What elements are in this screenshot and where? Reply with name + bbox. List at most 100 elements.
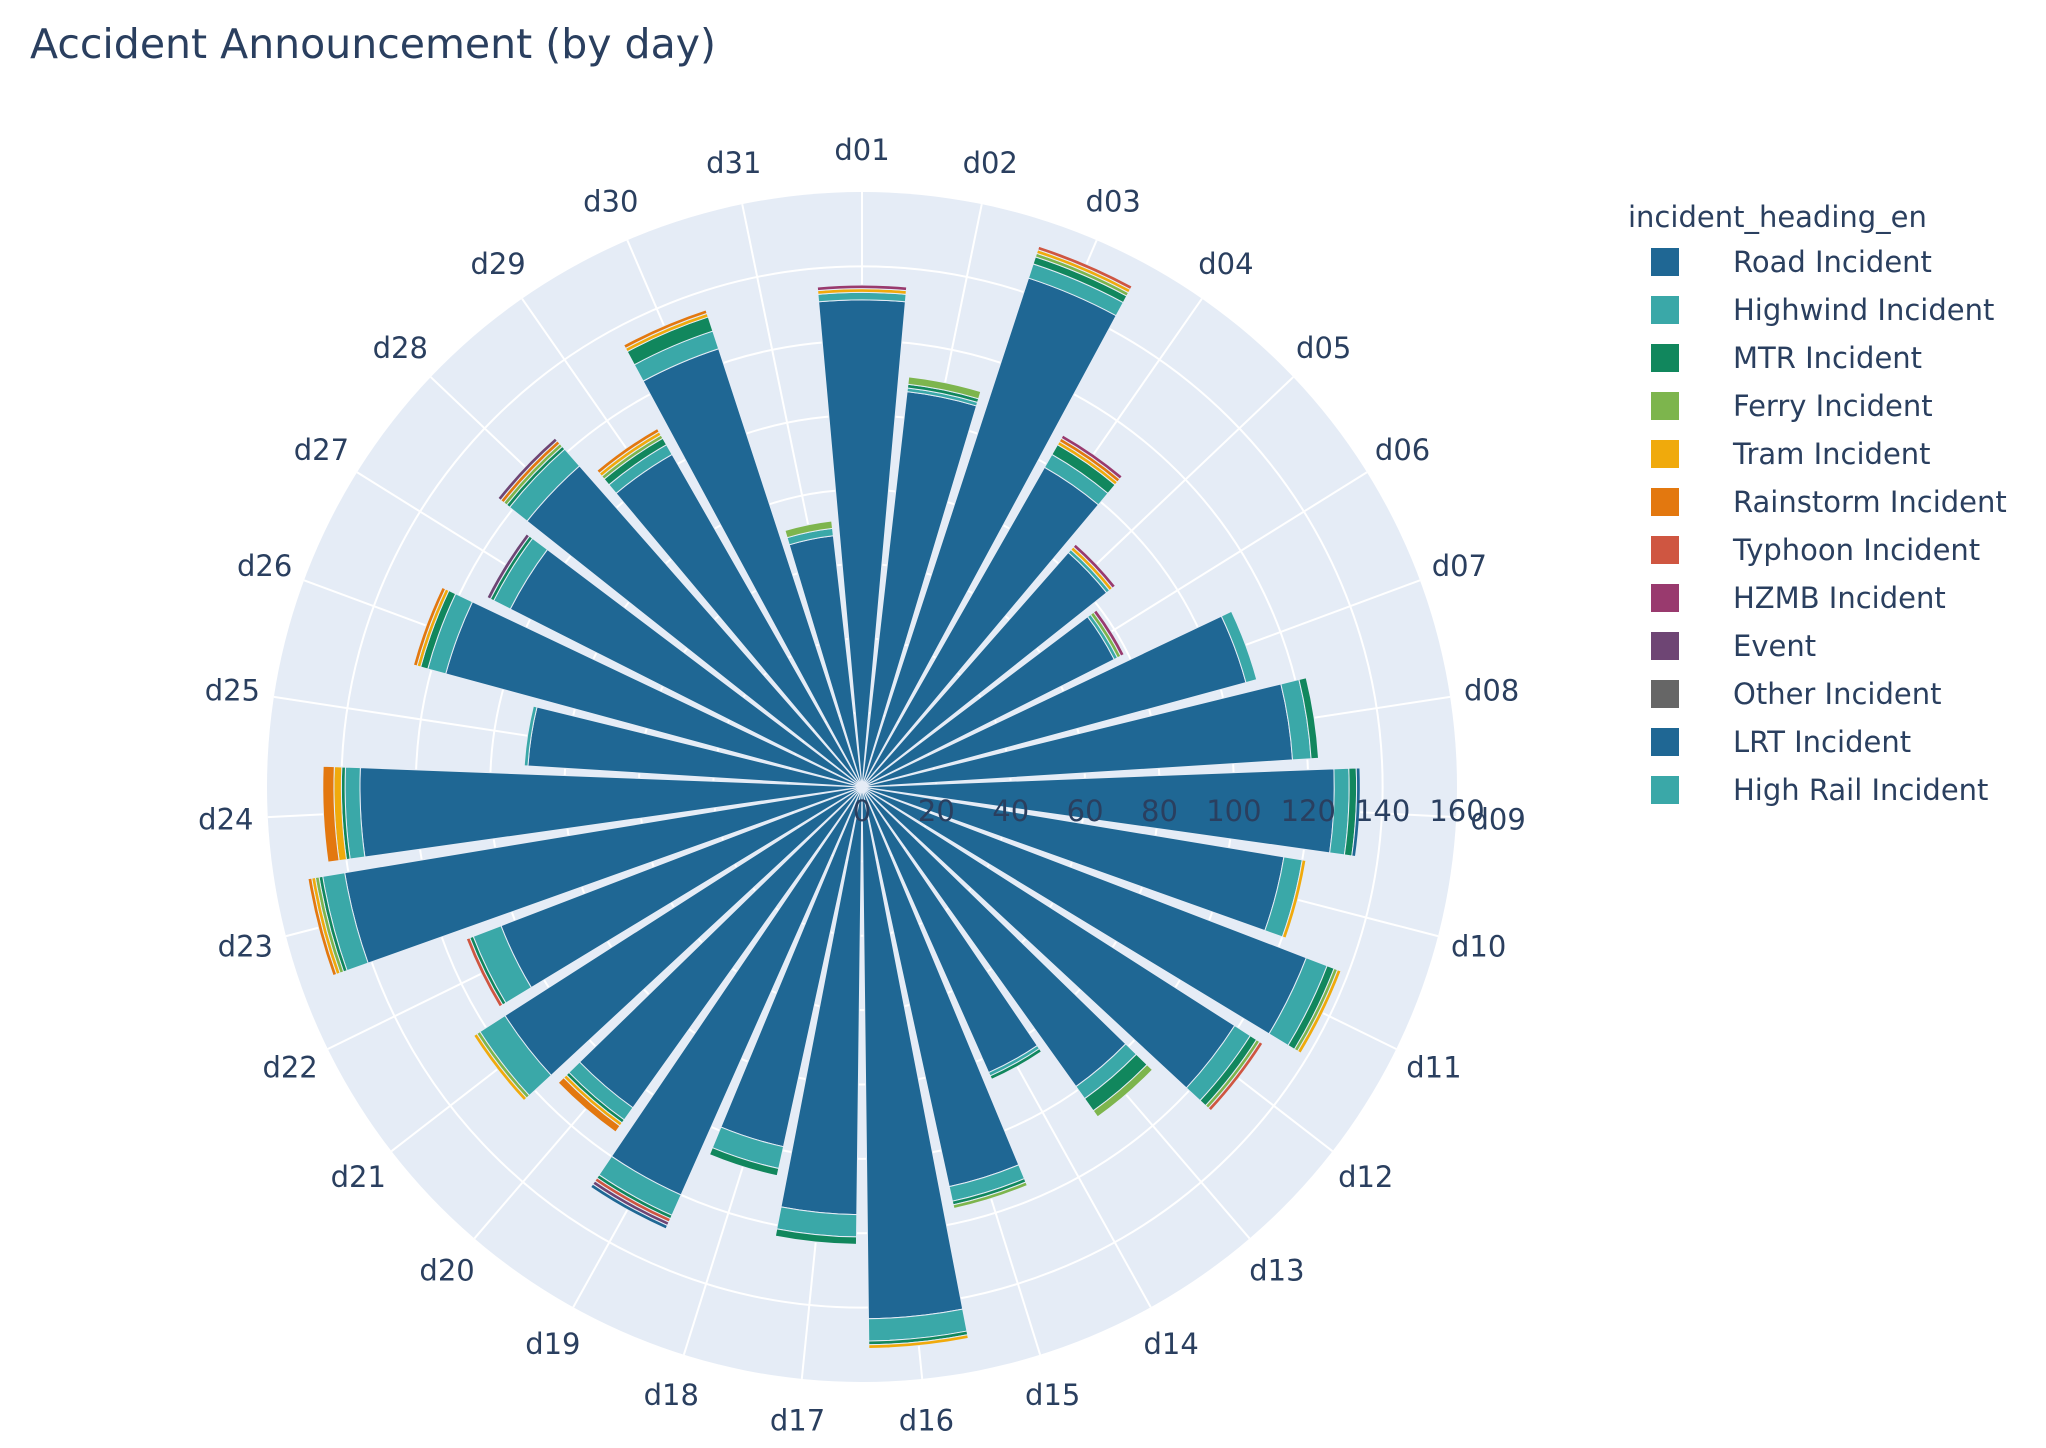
bar-d30-series-5 <box>623 309 708 350</box>
bar-d05-series-7 <box>1072 543 1117 589</box>
bar-d21-series-4 <box>472 1032 528 1102</box>
bar-d06-series-7 <box>1092 609 1125 657</box>
legend-label: MTR Incident <box>1733 341 1922 375</box>
angular-tick-label: d14 <box>1143 1327 1198 1361</box>
bar-d19-series-10 <box>589 1183 669 1230</box>
angular-tick-label: d25 <box>205 674 260 708</box>
legend-swatch <box>1651 344 1679 372</box>
angular-tick-label: d06 <box>1375 433 1430 467</box>
legend-swatch <box>1651 392 1679 420</box>
legend-swatch <box>1651 680 1679 708</box>
angular-tick-label: d05 <box>1296 331 1351 365</box>
angular-tick-label: d15 <box>1025 1378 1080 1412</box>
legend-label: Ferry Incident <box>1733 389 1933 423</box>
angular-tick-label: d07 <box>1432 549 1487 583</box>
angular-tick-label: d26 <box>237 549 292 583</box>
legend-label: Highwind Incident <box>1733 293 1994 327</box>
angular-tick-label: d20 <box>419 1253 474 1287</box>
angular-tick-label: d19 <box>525 1327 580 1361</box>
angular-tick-label: d24 <box>198 802 253 836</box>
bars <box>307 245 1361 1349</box>
legend-label: HZMB Incident <box>1733 581 1946 615</box>
radial-tick-label: 20 <box>918 794 955 828</box>
legend-swatch <box>1651 488 1679 516</box>
radial-tick-label: 0 <box>853 794 871 828</box>
bar-d16-series-4 <box>868 1334 969 1349</box>
bar-d11-series-4 <box>1296 969 1342 1054</box>
bar-d04-series-7 <box>1060 434 1123 480</box>
bar-d26-series-5 <box>412 586 447 667</box>
legend-swatch <box>1651 248 1679 276</box>
angular-tick-label: d11 <box>1406 1051 1461 1085</box>
angular-tick-label: d13 <box>1249 1253 1304 1287</box>
angular-tick-label: d22 <box>262 1051 317 1085</box>
bar-d31-series-3 <box>784 520 834 539</box>
angular-tick-label: d31 <box>706 146 761 180</box>
chart-title: Accident Announcement (by day) <box>30 20 716 68</box>
bar-d15-series-3 <box>952 1181 1028 1210</box>
bar-d01-series-7 <box>816 284 908 292</box>
bar-d17-series-2 <box>774 1228 858 1245</box>
legend-swatch <box>1651 296 1679 324</box>
bar-d07-series-1 <box>1220 610 1258 684</box>
angular-tick-label: d23 <box>218 930 273 964</box>
bar-d09-series-10 <box>1351 767 1361 858</box>
legend-swatch <box>1651 440 1679 468</box>
radial-tick-label: 140 <box>1355 794 1410 828</box>
radial-tick-label: 80 <box>1141 794 1178 828</box>
bar-d02-series-3 <box>907 376 982 400</box>
bar-d14-series-2 <box>989 1047 1043 1080</box>
bar-d08-series-2 <box>1298 677 1320 760</box>
bar-d25-series-1 <box>523 705 538 767</box>
bar-d28-series-8 <box>497 437 559 502</box>
radial-tick-label: 60 <box>1067 794 1104 828</box>
angular-tick-label: d21 <box>331 1160 386 1194</box>
angular-tick-label: d02 <box>963 146 1018 180</box>
angular-tick-label: d03 <box>1086 185 1141 219</box>
legend-swatch <box>1651 632 1679 660</box>
angular-tick-label: d18 <box>644 1378 699 1412</box>
legend-label: Tram Incident <box>1732 437 1931 471</box>
angular-tick-label: d01 <box>834 133 889 167</box>
bar-d22-series-6 <box>465 937 504 1008</box>
radial-tick-label: 120 <box>1281 794 1336 828</box>
legend-swatch <box>1651 536 1679 564</box>
radial-tick-label: 40 <box>992 794 1029 828</box>
radial-tick-label: 160 <box>1429 794 1484 828</box>
bar-d20-series-5 <box>557 1076 621 1133</box>
legend-swatch <box>1651 776 1679 804</box>
bar-d10-series-4 <box>1281 859 1307 939</box>
legend-title: incident_heading_en <box>1628 200 1927 234</box>
legend-label: Rainstorm Incident <box>1733 485 2007 519</box>
angular-tick-label: d27 <box>294 433 349 467</box>
angular-axis-labels: d01 d02 d03 d04 d05 d06 d07 d08 d09 d10 d11 d12 d13 d… <box>198 133 1526 1438</box>
angular-tick-label: d10 <box>1451 930 1506 964</box>
bar-d23-series-5 <box>307 877 338 977</box>
bar-d12-series-6 <box>1207 1040 1264 1112</box>
bar-d13-series-3 <box>1092 1063 1154 1118</box>
angular-tick-label: d16 <box>899 1404 954 1438</box>
bar-d29-series-5 <box>596 427 660 475</box>
bar-d03-series-6 <box>1037 245 1133 291</box>
angular-tick-label: d17 <box>770 1404 825 1438</box>
legend-swatch <box>1651 728 1679 756</box>
angular-tick-label: d09 <box>1471 802 1526 836</box>
bar-d18-series-2 <box>708 1147 780 1177</box>
legend-label: LRT Incident <box>1733 725 1911 759</box>
radial-axis-labels: 0 20 40 60 80 100 120 140 160 <box>853 794 1485 828</box>
legend-label: High Rail Incident <box>1733 773 1988 807</box>
angular-tick-label: d30 <box>583 185 638 219</box>
legend-swatch <box>1651 584 1679 612</box>
legend-label: Event <box>1733 629 1816 663</box>
angular-tick-label: d04 <box>1198 247 1253 281</box>
bar-d27-series-8 <box>486 533 531 600</box>
bar-d24-series-5 <box>322 765 340 863</box>
legend: Road Incident Highwind Incident MTR Incide… <box>1651 245 2007 807</box>
angular-tick-label: d08 <box>1464 674 1519 708</box>
angular-tick-label: d28 <box>373 331 428 365</box>
legend-label: Other Incident <box>1733 677 1942 711</box>
radial-tick-label: 100 <box>1206 794 1261 828</box>
legend-label: Typhoon Incident <box>1732 533 1980 567</box>
legend-label: Road Incident <box>1733 245 1932 279</box>
